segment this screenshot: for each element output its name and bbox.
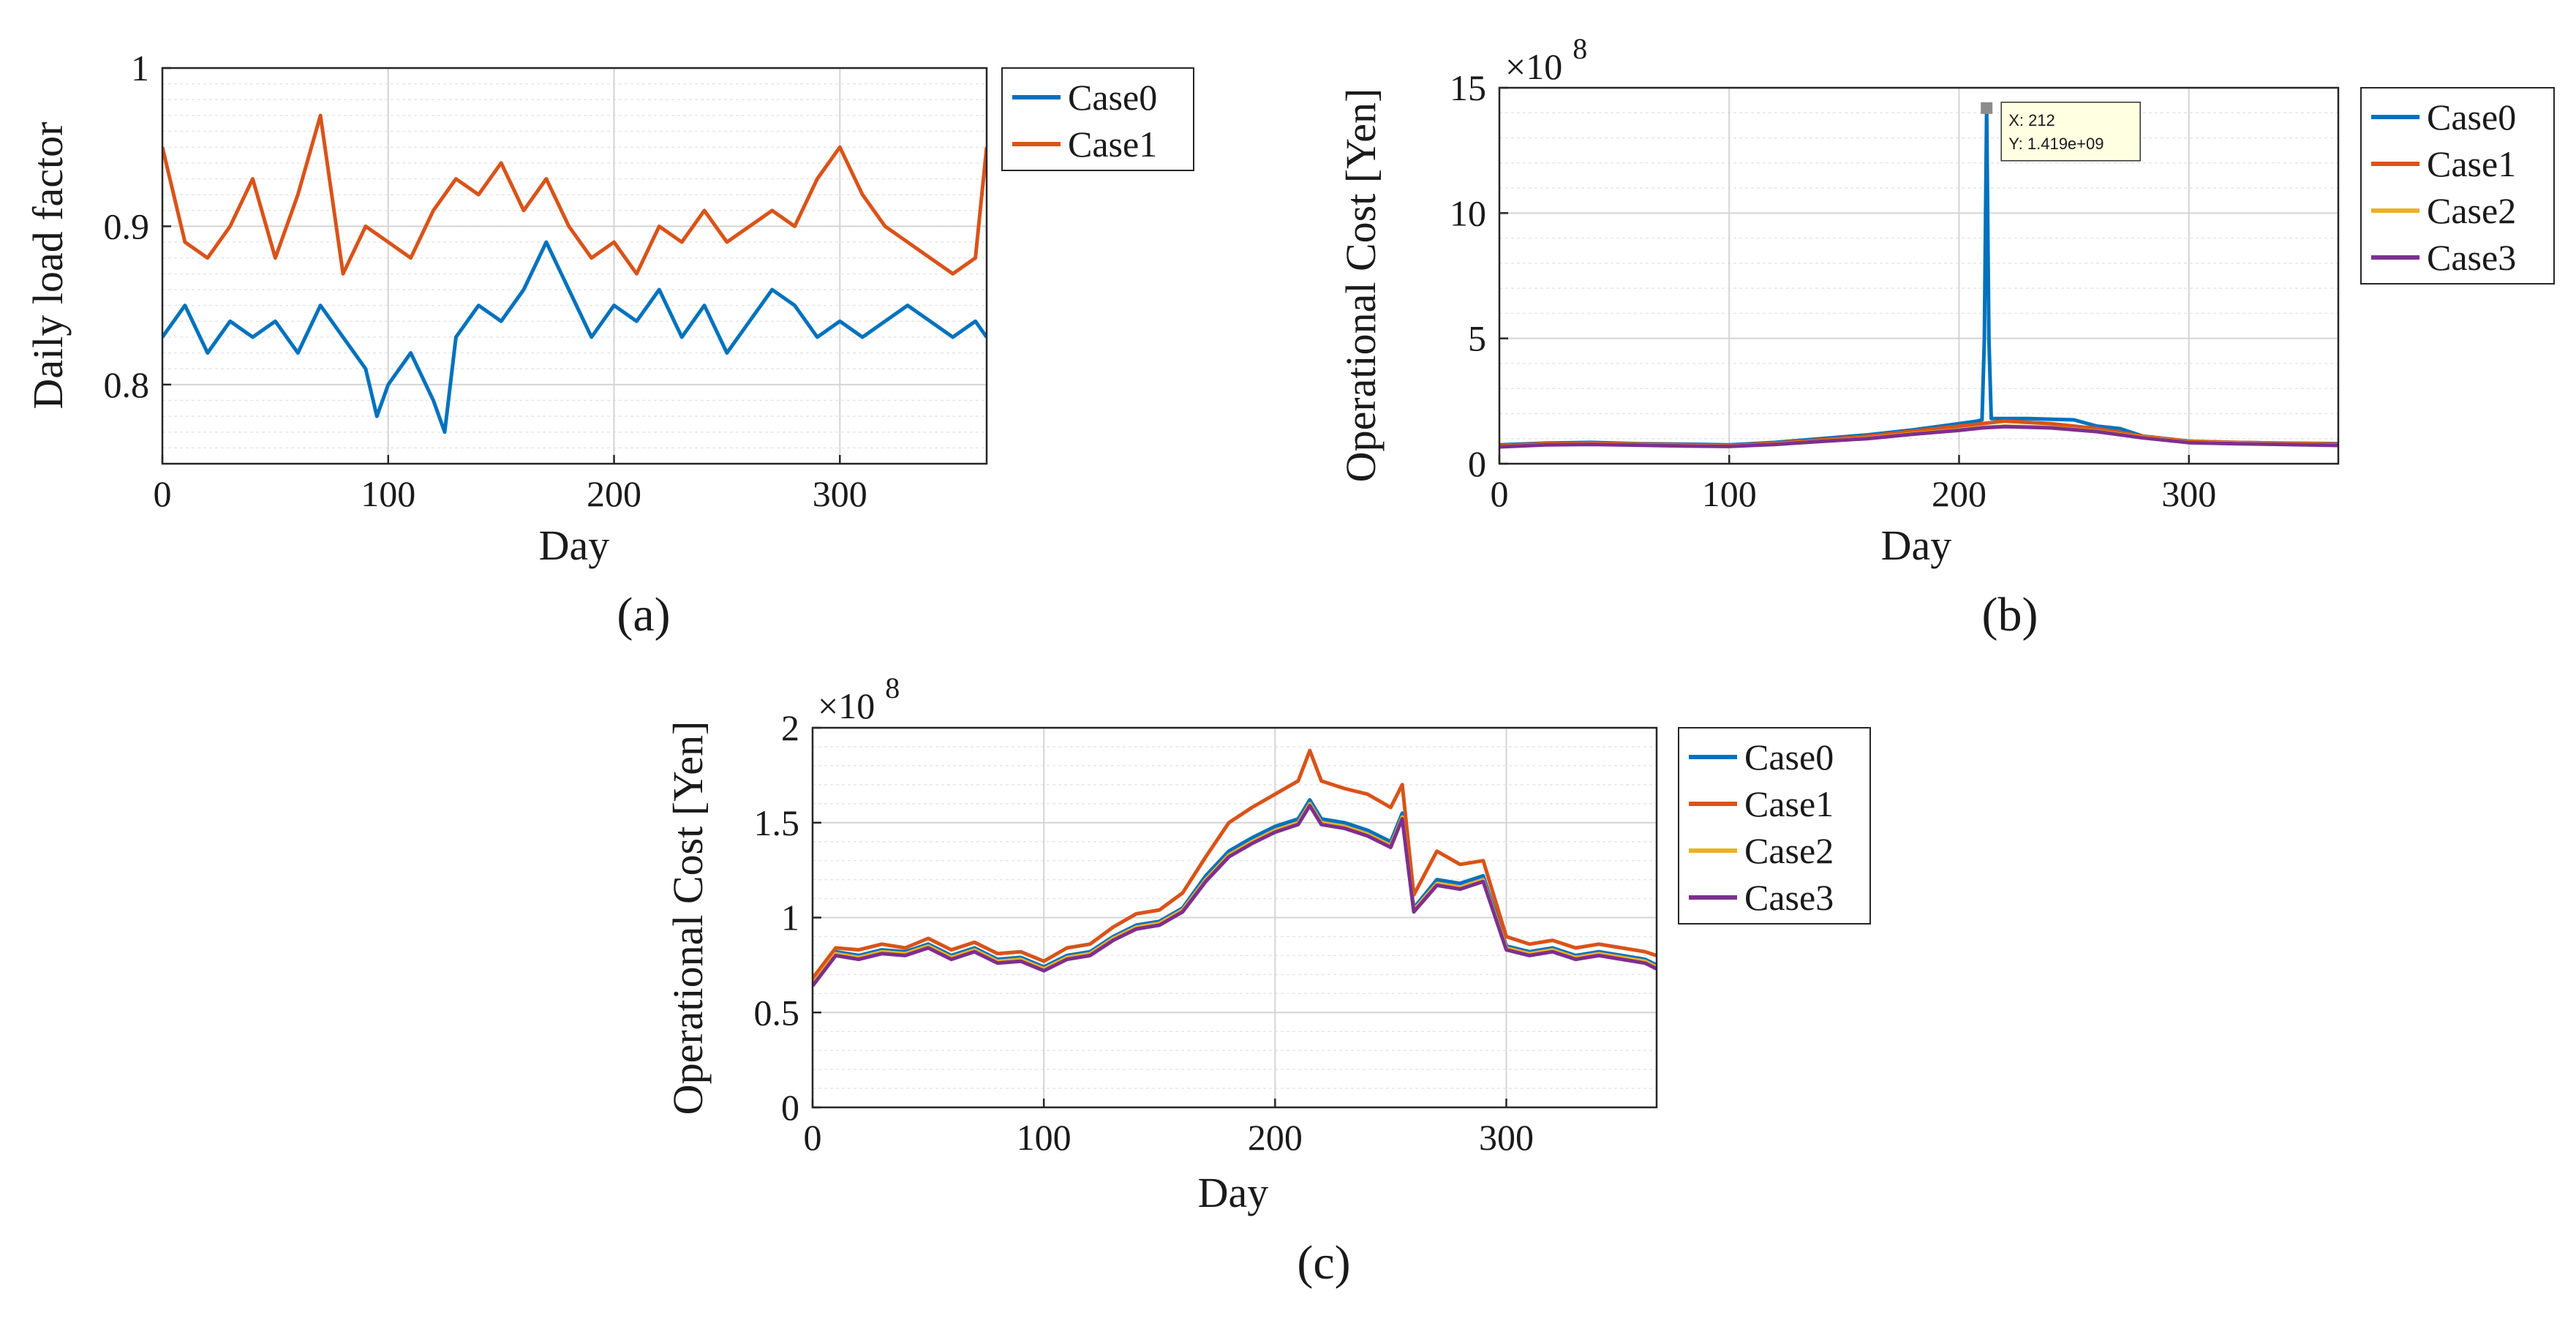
y-axis-label: Operational Cost [Yen] [664, 721, 712, 1115]
x-tick-label: 300 [1479, 1117, 1534, 1158]
datatip-x: X: 212 [2008, 111, 2055, 129]
x-tick-label: 200 [1248, 1117, 1303, 1158]
y-axis-label: Daily load factor [24, 122, 72, 410]
legend-label-case0: Case0 [2427, 97, 2516, 138]
legend-label-case1: Case1 [1744, 783, 1834, 824]
series-group [1499, 106, 2338, 449]
axes-box [1498, 86, 2340, 465]
panel-caption: (b) [1982, 588, 2038, 641]
y-tick-label: 0.8 [104, 364, 150, 405]
axes-box [161, 67, 988, 465]
y-tick-label: 5 [1468, 318, 1486, 359]
datatip-box [2000, 102, 2141, 162]
series-line-case3 [813, 803, 1657, 987]
y-tick-label: 10 [1450, 192, 1486, 233]
y-tick-label: 1 [781, 897, 799, 938]
x-tick-label: 0 [154, 473, 172, 514]
x-tick-label: 300 [2161, 473, 2216, 514]
series-line-case1 [813, 748, 1657, 980]
plot-area [1499, 88, 2338, 464]
chart-panel-c: 0 100 200 300 0 0.5 1 1.5 2 ×10 8 Day Operational Co… [664, 671, 1871, 1290]
y-tick-label: 2 [781, 707, 799, 748]
series-line-case3 [1499, 424, 2338, 449]
datatip-y: Y: 1.419e+09 [2008, 135, 2104, 153]
y-tick-label: 1 [131, 48, 149, 89]
x-axis-label: Day [539, 522, 610, 569]
legend-box [2360, 87, 2555, 285]
legend-label-case2: Case2 [1744, 830, 1834, 871]
legend: Case0 Case1 Case2 Case3 [2360, 87, 2555, 285]
axis-exponent: ×10 8 [1505, 32, 1587, 87]
x-tick-label: 0 [804, 1117, 822, 1158]
axis-exponent-base: ×10 [1505, 46, 1562, 87]
x-tick-label: 100 [1702, 473, 1757, 514]
series-line-case0 [162, 240, 987, 434]
y-tick-label: 1.5 [754, 802, 800, 843]
series-group [162, 113, 987, 434]
datatip: X: 212 Y: 1.419e+09 [1981, 102, 2141, 162]
axis-exponent-power: 8 [1573, 32, 1587, 65]
axis-exponent-power: 8 [885, 671, 900, 704]
x-axis-label: Day [1198, 1169, 1269, 1216]
x-tick-label: 300 [813, 473, 867, 514]
legend-label-case3: Case3 [1744, 877, 1834, 918]
legend: Case0 Case1 Case2 Case3 [1678, 727, 1871, 925]
legend-label-case2: Case2 [2427, 190, 2516, 231]
legend-label-case1: Case1 [1068, 124, 1157, 165]
plot-area [162, 68, 987, 464]
minor-grid [162, 83, 987, 449]
y-tick-label: 0.5 [754, 992, 800, 1033]
chart-panel-a: 0 100 200 300 0.8 0.9 1 Day Daily load factor Cas… [24, 48, 1194, 641]
x-tick-label: 100 [361, 473, 415, 514]
y-tick-label: 0.9 [104, 206, 150, 246]
y-tick-label: 0 [781, 1087, 799, 1128]
axis-exponent-base: ×10 [818, 685, 875, 726]
x-axis-label: Day [1881, 522, 1952, 569]
legend-label-case3: Case3 [2427, 237, 2516, 278]
x-tick-label: 0 [1491, 473, 1509, 514]
legend-box [1678, 727, 1871, 925]
x-tick-label: 200 [587, 473, 641, 514]
legend-label-case0: Case0 [1068, 77, 1157, 118]
legend-label-case1: Case1 [2427, 143, 2516, 184]
panel-caption: (a) [617, 588, 670, 641]
y-tick-label: 0 [1468, 443, 1486, 484]
y-axis-label: Operational Cost [Yen] [1337, 89, 1385, 483]
legend-label-case0: Case0 [1744, 737, 1834, 778]
series-line-case1 [162, 113, 987, 276]
legend-box [1001, 67, 1194, 171]
panel-caption: (c) [1297, 1236, 1350, 1290]
datatip-marker [1981, 102, 1993, 114]
x-tick-label: 100 [1017, 1117, 1072, 1158]
y-tick-label: 15 [1450, 67, 1486, 108]
chart-panel-b: 0 100 200 300 0 5 10 15 ×10 8 Day Operational Cost … [1337, 32, 2555, 641]
legend: Case0 Case1 [1001, 67, 1194, 171]
axis-exponent: ×10 8 [818, 671, 900, 726]
x-tick-label: 200 [1932, 473, 1986, 514]
series-group [813, 748, 1657, 987]
